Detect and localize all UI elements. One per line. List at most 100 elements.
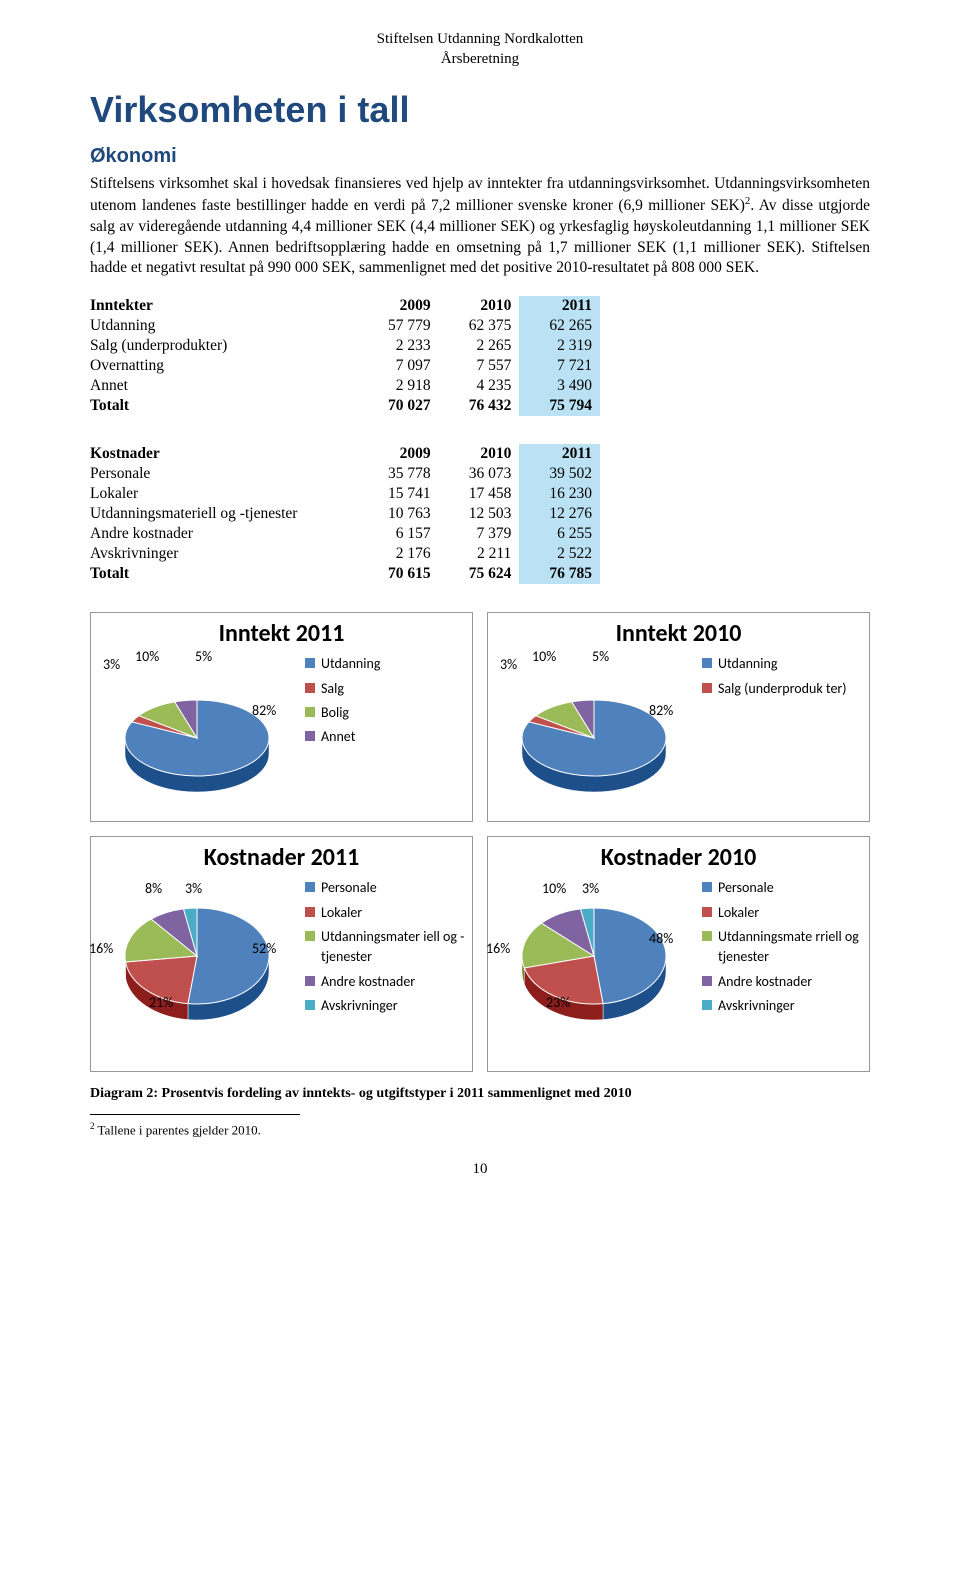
td: 76 432 — [439, 396, 520, 416]
figure-caption: Diagram 2: Prosentvis fordeling av innte… — [90, 1086, 870, 1102]
pct-label: 3% — [500, 656, 517, 673]
td: 75 624 — [439, 564, 520, 584]
td: 4 235 — [439, 376, 520, 396]
td: 16 230 — [519, 484, 600, 504]
th: Kostnader — [90, 444, 358, 464]
td: 7 097 — [358, 356, 439, 376]
legend-label: Salg — [321, 679, 344, 699]
pie-kostnader-2011: 8% 3% 16% 21% 52% — [97, 874, 297, 1039]
td: 75 794 — [519, 396, 600, 416]
td: 2 233 — [358, 336, 439, 356]
td: Totalt — [90, 564, 358, 584]
pie-kostnader-2010: 10% 3% 16% 23% 48% — [494, 874, 694, 1039]
doc-header-line1: Stiftelsen Utdanning Nordkalotten — [377, 31, 584, 47]
legend-item: Utdanning — [702, 654, 847, 674]
th: 2011 — [519, 296, 600, 316]
chart-kostnader-2010: Kostnader 2010 10% 3% 16% 23% 48% Person… — [487, 836, 870, 1072]
legend-label: Utdanningsmate rriell og tjenester — [718, 927, 863, 968]
chart-title: Kostnader 2011 — [91, 837, 472, 872]
td: Overnatting — [90, 356, 358, 376]
td: 17 458 — [439, 484, 520, 504]
legend-label: Utdanning — [321, 654, 380, 674]
td: 2 265 — [439, 336, 520, 356]
td: 2 319 — [519, 336, 600, 356]
td: 7 721 — [519, 356, 600, 376]
td: Andre kostnader — [90, 524, 358, 544]
td: 36 073 — [439, 464, 520, 484]
legend-item: Lokaler — [305, 903, 466, 923]
legend-swatch — [702, 882, 712, 892]
legend: Utdanning Salg (underproduk ter) — [694, 650, 847, 703]
pct-label: 82% — [252, 702, 276, 719]
pct-label: 8% — [145, 880, 162, 897]
td: Salg (underprodukter) — [90, 336, 358, 356]
legend-item: Utdanningsmater iell og -tjenester — [305, 927, 466, 968]
chart-title: Inntekt 2011 — [91, 613, 472, 648]
legend-label: Utdanningsmater iell og -tjenester — [321, 927, 466, 968]
td: 2 176 — [358, 544, 439, 564]
chart-title: Kostnader 2010 — [488, 837, 869, 872]
th: 2010 — [439, 444, 520, 464]
th: 2009 — [358, 296, 439, 316]
legend-swatch — [702, 907, 712, 917]
page-number: 10 — [90, 1161, 870, 1178]
pct-label: 5% — [592, 648, 609, 665]
legend-label: Avskrivninger — [718, 996, 795, 1016]
footnote: 2 Tallene i parentes gjelder 2010. — [90, 1121, 870, 1138]
th: 2009 — [358, 444, 439, 464]
pct-label: 3% — [185, 880, 202, 897]
legend-item: Bolig — [305, 703, 380, 723]
td: 10 763 — [358, 504, 439, 524]
td: 62 375 — [439, 316, 520, 336]
doc-header-line2: Årsberetning — [441, 51, 519, 67]
pct-label: 21% — [149, 994, 173, 1011]
th: Inntekter — [90, 296, 358, 316]
legend-item: Annet — [305, 727, 380, 747]
legend-label: Annet — [321, 727, 355, 747]
legend: PersonaleLokalerUtdanningsmate rriell og… — [694, 874, 863, 1020]
pct-label: 82% — [649, 702, 673, 719]
pie-inntekt-2010: 3% 10% 5% 82% — [494, 650, 694, 815]
chart-kostnader-2011: Kostnader 2011 8% 3% 16% 21% 52% Persona… — [90, 836, 473, 1072]
inntekter-table: Inntekter 2009 2010 2011 Utdanning 57 77… — [90, 296, 600, 416]
legend-label: Utdanning — [718, 654, 777, 674]
pct-label: 3% — [103, 656, 120, 673]
td: 2 211 — [439, 544, 520, 564]
td: 6 157 — [358, 524, 439, 544]
td: Utdanningsmateriell og -tjenester — [90, 504, 358, 524]
chart-inntekt-2011: Inntekt 2011 3% 10% 5% 82% UtdanningSalg… — [90, 612, 473, 822]
legend-item: Andre kostnader — [702, 972, 863, 992]
body-paragraph: Stiftelsens virksomhet skal i hovedsak f… — [90, 174, 870, 278]
td: 7 557 — [439, 356, 520, 376]
td: 2 522 — [519, 544, 600, 564]
th: 2011 — [519, 444, 600, 464]
legend-label: Bolig — [321, 703, 349, 723]
td: Utdanning — [90, 316, 358, 336]
td: 6 255 — [519, 524, 600, 544]
section-title: Økonomi — [90, 145, 870, 168]
td: 35 778 — [358, 464, 439, 484]
legend-item: Avskrivninger — [305, 996, 466, 1016]
chart-row-kostnader: Kostnader 2011 8% 3% 16% 21% 52% Persona… — [90, 836, 870, 1072]
legend-label: Andre kostnader — [321, 972, 415, 992]
pct-label: 48% — [649, 930, 673, 947]
pct-label: 10% — [532, 648, 556, 665]
legend-swatch — [305, 683, 315, 693]
legend-item: Utdanningsmate rriell og tjenester — [702, 927, 863, 968]
legend-item: Andre kostnader — [305, 972, 466, 992]
legend-swatch — [305, 907, 315, 917]
legend-swatch — [702, 1000, 712, 1010]
legend-label: Lokaler — [321, 903, 362, 923]
legend-label: Personale — [321, 878, 377, 898]
legend-swatch — [305, 976, 315, 986]
legend-item: Utdanning — [305, 654, 380, 674]
legend-label: Salg (underproduk ter) — [718, 679, 847, 699]
td: 70 615 — [358, 564, 439, 584]
legend-swatch — [702, 976, 712, 986]
pct-label: 10% — [542, 880, 566, 897]
chart-inntekt-2010: Inntekt 2010 3% 10% 5% 82% UtdanningSalg… — [487, 612, 870, 822]
legend-item: Avskrivninger — [702, 996, 863, 1016]
legend-item: Salg (underproduk ter) — [702, 679, 847, 699]
pct-label: 16% — [486, 940, 510, 957]
td: 62 265 — [519, 316, 600, 336]
